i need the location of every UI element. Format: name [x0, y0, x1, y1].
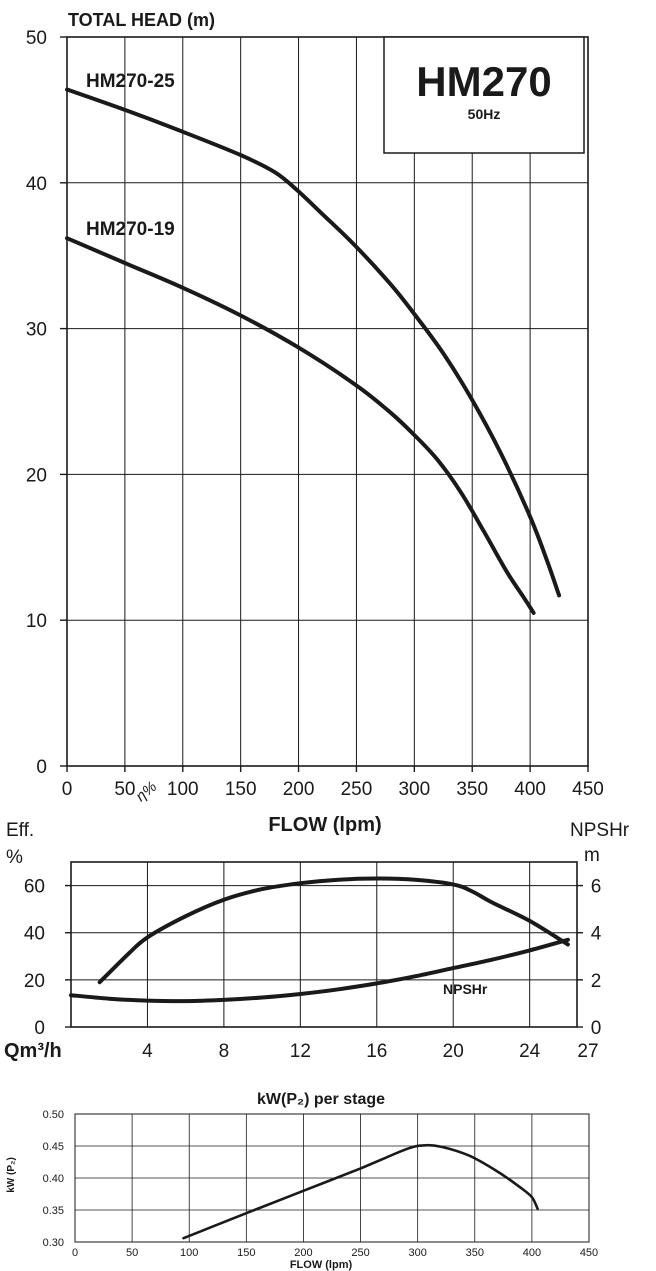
head-x-tick-label: 300: [398, 779, 430, 800]
eff-x-tick-label: 4: [142, 1041, 153, 1062]
head-x-tick-label: 200: [283, 779, 315, 800]
series-label-hm270-25: HM270-25: [86, 71, 175, 92]
head-y-tick-label: 0: [36, 757, 47, 778]
eff-left-tick-label: 40: [24, 924, 45, 945]
eff-left-tick-label: 20: [24, 971, 45, 992]
eff-x-tick-label: 8: [219, 1041, 230, 1062]
power-per-stage-chart: kW(P₂) per stage 0.30 0.35 0.40 0.45 0.50 0 5…: [6, 1091, 598, 1271]
eff-x-tick-label: 12: [290, 1041, 311, 1062]
power-series: [182, 1143, 539, 1240]
head-series-line-0: [65, 87, 562, 598]
power-x-tick-label: 300: [408, 1247, 426, 1259]
head-x-tick-label: 400: [514, 779, 546, 800]
eff-series-line-0: [97, 876, 570, 985]
head-x-tick-label: 450: [572, 779, 604, 800]
head-y-tick-label: 40: [26, 174, 47, 195]
head-x-tick-label: 350: [456, 779, 488, 800]
model-title: HM270: [416, 58, 551, 105]
eff-axis-label: Eff.: [6, 820, 34, 841]
eff-left-ticks: 0 20 40 60: [24, 877, 71, 1039]
npshr-right-ticks: 0 2 4 6: [577, 877, 602, 1039]
head-y-tick-label: 10: [26, 611, 47, 632]
power-x-tick-label: 200: [294, 1247, 312, 1259]
head-x-tick-label: 0: [62, 779, 73, 800]
power-plot-frame: [74, 1113, 590, 1243]
flow-m3h-axis-label: Qm³/h: [4, 1040, 62, 1062]
eff-unit-label: %: [6, 847, 23, 868]
eff-series-line-1: [69, 937, 570, 1004]
head-y-ticks: 0 10 20 30 40 50: [26, 28, 67, 778]
head-x-tick-label: 100: [167, 779, 199, 800]
efficiency-curve-label: η%: [133, 778, 161, 805]
power-y-tick-label: 0.45: [43, 1141, 64, 1153]
npshr-axis-label: NPSHr: [570, 820, 630, 841]
power-x-tick-label: 350: [466, 1247, 484, 1259]
eff-series: [69, 876, 570, 1004]
power-series-line-0: [182, 1143, 539, 1240]
power-chart-title: kW(P₂) per stage: [257, 1091, 385, 1108]
head-plot-frame: [66, 36, 589, 767]
power-x-tick-label: 150: [237, 1247, 255, 1259]
npshr-unit-label: m: [584, 845, 600, 866]
eff-x-tick-label: 24: [519, 1041, 541, 1062]
head-x-tick-label: 250: [341, 779, 373, 800]
head-y-tick-label: 30: [26, 320, 47, 341]
head-y-tick-label: 20: [26, 465, 47, 486]
power-y-ticks: 0.30 0.35 0.40 0.45 0.50: [43, 1109, 64, 1249]
npshr-curve-label: NPSHr: [443, 981, 488, 997]
npshr-right-tick-label: 4: [591, 924, 602, 945]
power-x-ticks: 0 50 100 150 200 250 300 350 400 450: [72, 1247, 598, 1259]
model-frequency: 50Hz: [468, 106, 501, 122]
power-y-tick-label: 0.35: [43, 1205, 64, 1217]
head-y-axis-label: TOTAL HEAD (m): [68, 10, 215, 30]
head-series: [65, 87, 562, 615]
power-x-tick-label: 400: [523, 1247, 541, 1259]
head-x-axis-label: FLOW (lpm): [268, 814, 381, 836]
eff-left-tick-label: 60: [24, 877, 45, 898]
eff-x-ticks: 4 8 12 16 20 24 27: [142, 1041, 598, 1062]
head-y-tick-label: 50: [26, 28, 47, 49]
npshr-right-tick-label: 2: [591, 971, 602, 992]
power-x-axis-label: FLOW (lpm): [290, 1259, 353, 1271]
head-series-line-1: [65, 236, 536, 615]
power-x-tick-label: 450: [580, 1247, 598, 1259]
head-x-tick-label: 50: [114, 779, 135, 800]
model-box: [383, 36, 585, 154]
series-label-hm270-19: HM270-19: [86, 219, 175, 240]
power-x-tick-label: 100: [180, 1247, 198, 1259]
power-x-tick-label: 250: [351, 1247, 369, 1259]
power-y-axis-label: kW (P₂): [6, 1157, 17, 1193]
eff-plot-frame: [70, 861, 578, 1028]
power-x-tick-label: 50: [126, 1247, 138, 1259]
power-y-tick-label: 0.30: [43, 1237, 64, 1249]
power-x-tick-label: 0: [72, 1247, 78, 1259]
eff-x-tick-label: 27: [577, 1041, 598, 1062]
npshr-right-tick-label: 0: [591, 1018, 602, 1039]
head-x-tick-label: 150: [225, 779, 257, 800]
power-y-tick-label: 0.40: [43, 1173, 64, 1185]
npshr-right-tick-label: 6: [591, 877, 602, 898]
eff-x-tick-label: 20: [443, 1041, 464, 1062]
head-x-ticks: 0 50 100 150 200 250 300 350 400 450: [62, 766, 604, 800]
eff-left-tick-label: 0: [34, 1018, 45, 1039]
eff-x-tick-label: 16: [366, 1041, 387, 1062]
power-y-tick-label: 0.50: [43, 1109, 64, 1121]
power-grid: [75, 1114, 589, 1242]
head-grid: [67, 37, 588, 766]
